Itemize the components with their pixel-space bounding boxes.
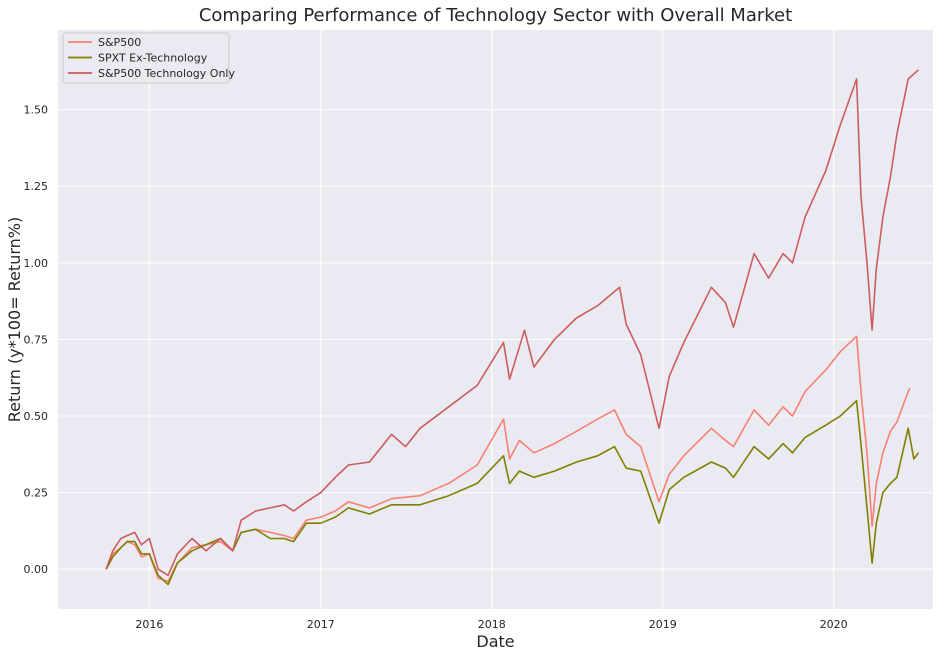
y-tick-label: 0.75 [24, 333, 49, 346]
y-tick-label: 1.25 [24, 180, 49, 193]
x-tick-label: 2018 [478, 618, 506, 631]
series-line-0 [105, 335, 911, 583]
x-tick-label: 2016 [135, 618, 163, 631]
y-tick-label: 0.25 [24, 487, 49, 500]
legend-label: SPXT Ex-Technology [98, 52, 208, 65]
plot-area [58, 30, 933, 609]
chart-title: Comparing Performance of Technology Sect… [199, 5, 792, 26]
y-tick-labels: 0.00 0.25 0.50 0.75 1.00 1.25 1.50 [24, 104, 49, 577]
x-tick-labels: 2016 2017 2018 2019 2020 [135, 618, 847, 631]
legend-box [62, 32, 230, 84]
x-tick-label: 2020 [820, 618, 848, 631]
x-tick-label: 2019 [649, 618, 677, 631]
x-tick-label: 2017 [307, 618, 335, 631]
y-tick-label: 1.50 [24, 104, 49, 117]
y-axis-label: Return (y*100= Return%) [5, 217, 24, 422]
series-group [105, 69, 920, 586]
x-axis-label: Date [476, 632, 514, 651]
y-tick-label: 0.50 [24, 410, 49, 423]
y-tick-label: 0.00 [24, 563, 49, 576]
y-tick-label: 1.00 [24, 257, 49, 270]
legend-label: S&P500 [98, 36, 141, 49]
grid-lines [58, 30, 933, 609]
legend: S&P500 SPXT Ex-Technology S&P500 Technolog… [62, 32, 235, 84]
legend-label: S&P500 Technology Only [98, 67, 235, 80]
series-line-1 [105, 399, 920, 586]
series-line-2 [105, 69, 920, 577]
